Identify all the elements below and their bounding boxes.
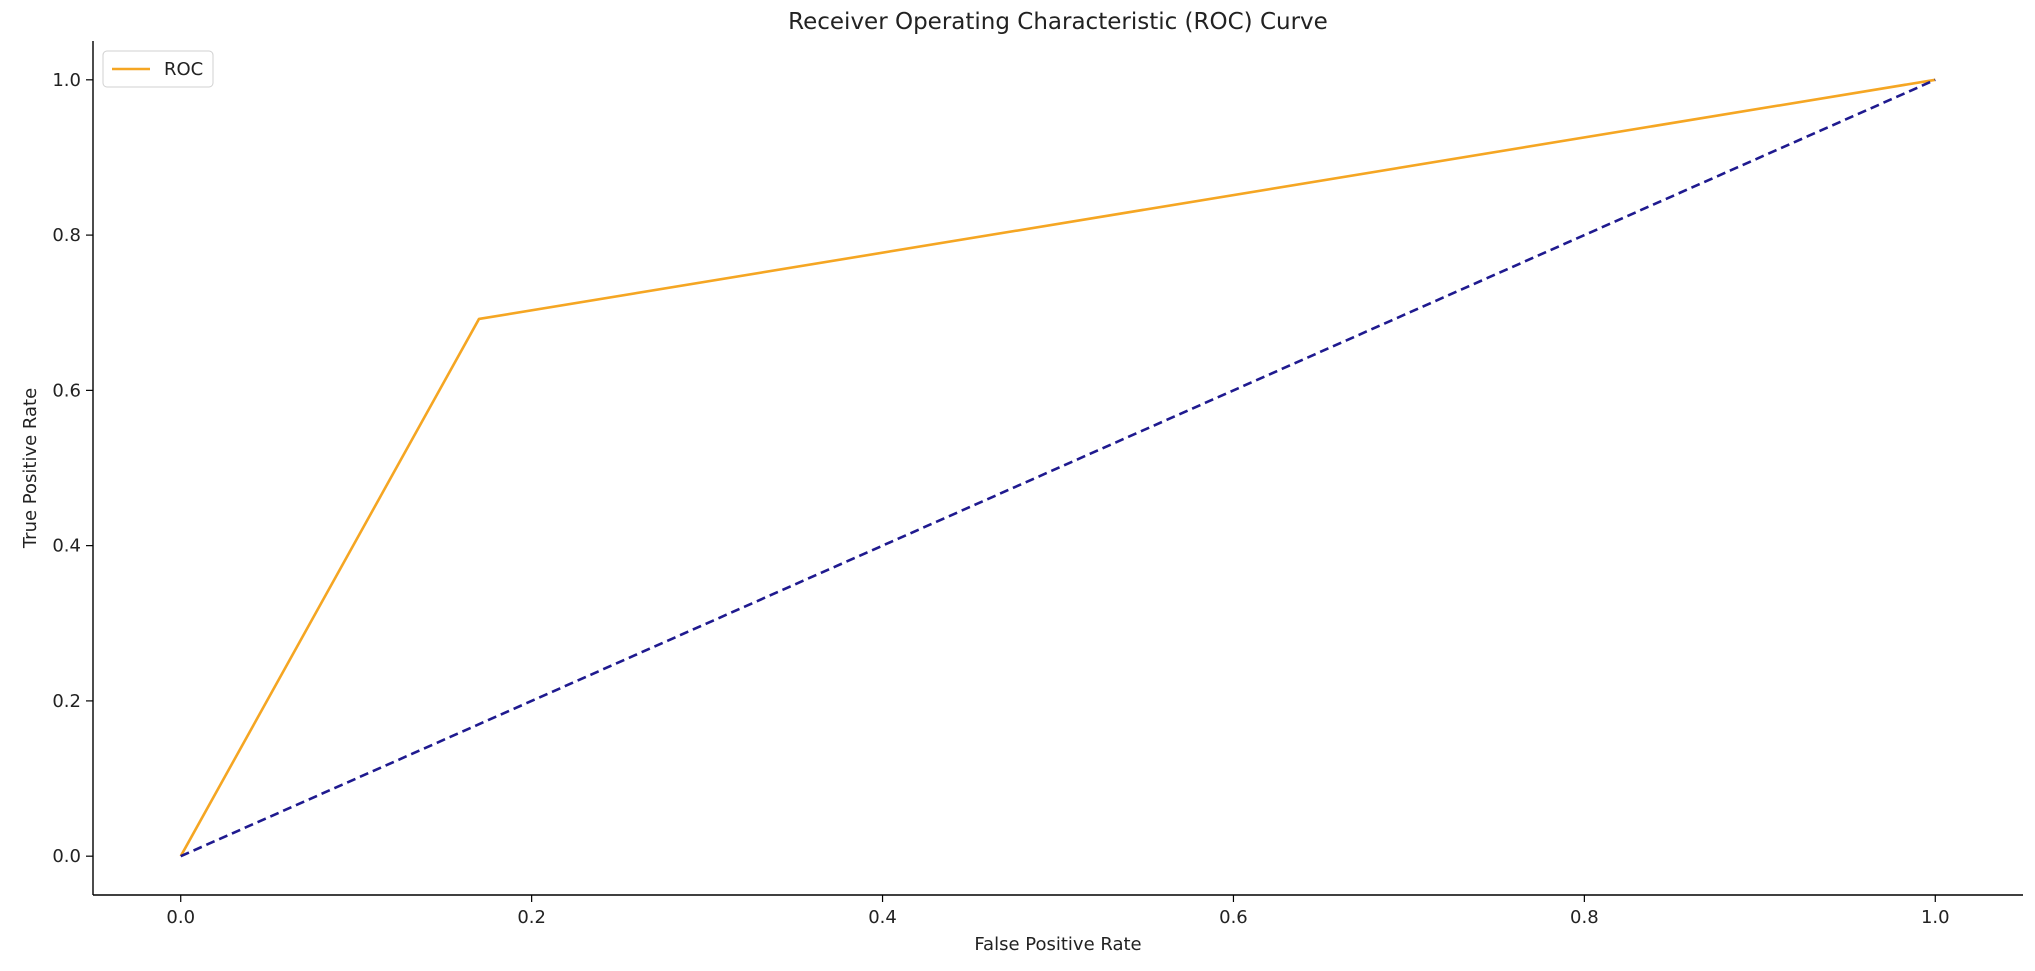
legend-label: ROC — [164, 59, 203, 80]
y-tick-label: 0.2 — [52, 691, 81, 712]
x-tick-label: 1.0 — [1921, 907, 1950, 928]
y-tick-label: 1.0 — [52, 70, 81, 91]
series-line-roc — [179, 78, 1936, 857]
axes — [92, 41, 2023, 896]
series-line-diagonal — [180, 78, 1936, 858]
series-layer — [179, 78, 1936, 858]
y-tick-label: 0.4 — [52, 536, 81, 557]
x-tick-label: 0.0 — [166, 907, 195, 928]
legend: ROC — [102, 50, 214, 88]
y-ticks: 0.0 0.2 0.4 0.6 0.8 1.0 — [52, 70, 93, 867]
x-tick-label: 0.8 — [1570, 907, 1599, 928]
y-tick-label: 0.8 — [52, 225, 81, 246]
x-ticks: 0.0 0.2 0.4 0.6 0.8 1.0 — [166, 895, 1950, 928]
x-tick-label: 0.6 — [1219, 907, 1248, 928]
x-tick-label: 0.4 — [868, 907, 897, 928]
x-axis-label: False Positive Rate — [974, 934, 1141, 955]
y-tick-label: 0.6 — [52, 380, 81, 401]
legend-box — [102, 50, 214, 88]
x-tick-label: 0.2 — [517, 907, 546, 928]
y-axis-label: True Positive Rate — [20, 388, 41, 549]
legend-entries: ROC — [112, 59, 203, 80]
chart-title: Receiver Operating Characteristic (ROC) … — [788, 9, 1328, 35]
y-tick-label: 0.0 — [52, 846, 81, 867]
